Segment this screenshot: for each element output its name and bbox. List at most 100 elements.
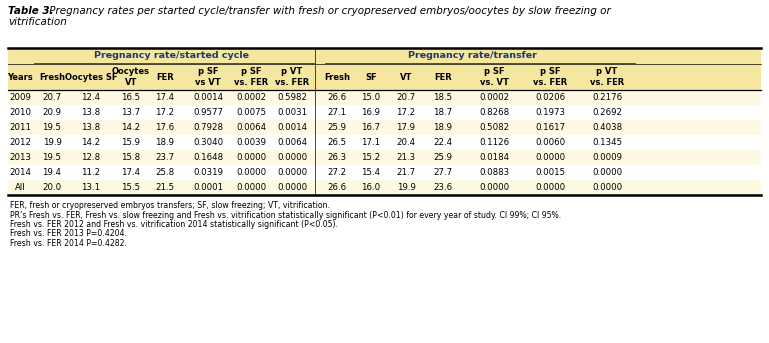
Bar xyxy=(8,135,761,150)
Text: 2012: 2012 xyxy=(9,138,31,147)
Text: 0.0319: 0.0319 xyxy=(193,168,223,177)
Text: Table 3.: Table 3. xyxy=(8,6,54,16)
Text: 17.4: 17.4 xyxy=(122,168,141,177)
Bar xyxy=(8,180,761,195)
Text: 23.6: 23.6 xyxy=(434,183,453,192)
Text: 0.0014: 0.0014 xyxy=(193,93,223,102)
Text: 19.5: 19.5 xyxy=(42,123,62,132)
Text: 0.0000: 0.0000 xyxy=(277,153,307,162)
Text: vs. VT: vs. VT xyxy=(480,78,508,87)
Text: 16.7: 16.7 xyxy=(361,123,381,132)
Text: 13.8: 13.8 xyxy=(82,108,101,117)
Text: 19.5: 19.5 xyxy=(42,153,62,162)
Text: Oocytes: Oocytes xyxy=(112,67,150,76)
Text: 2014: 2014 xyxy=(9,168,31,177)
Text: p VT: p VT xyxy=(281,67,303,76)
Text: 0.0000: 0.0000 xyxy=(277,183,307,192)
Text: 0.2176: 0.2176 xyxy=(592,93,622,102)
Text: 0.0000: 0.0000 xyxy=(535,153,565,162)
Text: 2011: 2011 xyxy=(9,123,31,132)
Text: 0.0883: 0.0883 xyxy=(479,168,509,177)
Text: vitrification: vitrification xyxy=(8,17,67,27)
Text: VT: VT xyxy=(400,72,412,82)
Text: 0.0031: 0.0031 xyxy=(277,108,307,117)
Text: p SF: p SF xyxy=(198,67,218,76)
Text: 21.5: 21.5 xyxy=(155,183,175,192)
Text: 2013: 2013 xyxy=(9,153,31,162)
Text: 0.0000: 0.0000 xyxy=(592,183,622,192)
Text: Fresh: Fresh xyxy=(324,72,350,82)
Text: 0.0000: 0.0000 xyxy=(236,183,266,192)
Text: 0.0009: 0.0009 xyxy=(592,153,622,162)
Text: Fresh vs. FER 2013 P=0.4204.: Fresh vs. FER 2013 P=0.4204. xyxy=(10,229,127,238)
Text: 0.0002: 0.0002 xyxy=(479,93,509,102)
Text: 17.6: 17.6 xyxy=(155,123,175,132)
Text: p SF: p SF xyxy=(484,67,504,76)
Text: 16.0: 16.0 xyxy=(361,183,381,192)
Text: Oocytes SF: Oocytes SF xyxy=(65,72,117,82)
Text: 0.2692: 0.2692 xyxy=(592,108,622,117)
Text: 0.0000: 0.0000 xyxy=(535,183,565,192)
Text: Pregnancy rate/started cycle: Pregnancy rate/started cycle xyxy=(95,51,249,60)
Text: 20.9: 20.9 xyxy=(42,108,62,117)
Text: vs. FER: vs. FER xyxy=(590,78,624,87)
Text: 20.4: 20.4 xyxy=(397,138,415,147)
Text: All: All xyxy=(15,183,25,192)
Text: 0.8268: 0.8268 xyxy=(479,108,509,117)
Text: SF: SF xyxy=(365,72,377,82)
Text: 15.4: 15.4 xyxy=(361,168,381,177)
Text: 18.9: 18.9 xyxy=(434,123,452,132)
Text: 17.9: 17.9 xyxy=(397,123,415,132)
Text: 17.2: 17.2 xyxy=(397,108,415,117)
Text: 16.5: 16.5 xyxy=(122,93,141,102)
Text: 26.6: 26.6 xyxy=(328,183,347,192)
Text: 0.0060: 0.0060 xyxy=(535,138,565,147)
Text: 2009: 2009 xyxy=(9,93,31,102)
Text: 22.4: 22.4 xyxy=(434,138,453,147)
Text: 27.1: 27.1 xyxy=(328,108,347,117)
Text: 15.0: 15.0 xyxy=(361,93,381,102)
Text: 14.2: 14.2 xyxy=(82,138,101,147)
Text: 25.9: 25.9 xyxy=(328,123,347,132)
Text: 0.0015: 0.0015 xyxy=(535,168,565,177)
Text: 0.5982: 0.5982 xyxy=(277,93,307,102)
Text: 13.8: 13.8 xyxy=(82,123,101,132)
Text: PR’s Fresh vs. FER, Fresh vs. slow freezing and Fresh vs. vitrification statisti: PR’s Fresh vs. FER, Fresh vs. slow freez… xyxy=(10,211,561,220)
Text: p VT: p VT xyxy=(597,67,618,76)
Text: 26.5: 26.5 xyxy=(328,138,347,147)
Text: vs. FER: vs. FER xyxy=(533,78,567,87)
Text: 0.0014: 0.0014 xyxy=(277,123,307,132)
Text: 19.9: 19.9 xyxy=(397,183,415,192)
Text: 0.4038: 0.4038 xyxy=(592,123,622,132)
Text: 21.3: 21.3 xyxy=(397,153,415,162)
Text: 25.8: 25.8 xyxy=(155,168,175,177)
Text: p SF: p SF xyxy=(540,67,561,76)
Text: 23.7: 23.7 xyxy=(155,153,175,162)
Text: 27.7: 27.7 xyxy=(434,168,453,177)
Text: Fresh: Fresh xyxy=(39,72,65,82)
Text: p SF: p SF xyxy=(241,67,261,76)
Bar xyxy=(8,165,761,180)
Text: 15.9: 15.9 xyxy=(122,138,141,147)
Text: 0.1617: 0.1617 xyxy=(535,123,565,132)
Text: 0.7928: 0.7928 xyxy=(193,123,223,132)
Text: 17.2: 17.2 xyxy=(155,108,175,117)
Text: 20.0: 20.0 xyxy=(42,183,62,192)
Text: FER: FER xyxy=(434,72,452,82)
Text: Pregnancy rate/transfer: Pregnancy rate/transfer xyxy=(408,51,537,60)
Text: 18.5: 18.5 xyxy=(434,93,453,102)
Bar xyxy=(8,150,761,165)
Text: 0.0001: 0.0001 xyxy=(193,183,223,192)
Text: 2010: 2010 xyxy=(9,108,31,117)
Text: 13.1: 13.1 xyxy=(82,183,101,192)
Text: FER: FER xyxy=(156,72,174,82)
Text: 0.5082: 0.5082 xyxy=(479,123,509,132)
Text: 0.1973: 0.1973 xyxy=(535,108,565,117)
Text: 20.7: 20.7 xyxy=(42,93,62,102)
Text: 17.1: 17.1 xyxy=(361,138,381,147)
Text: 11.2: 11.2 xyxy=(82,168,101,177)
Text: 0.0000: 0.0000 xyxy=(479,183,509,192)
Text: 0.0000: 0.0000 xyxy=(277,168,307,177)
Text: 13.7: 13.7 xyxy=(122,108,141,117)
Text: 0.0064: 0.0064 xyxy=(277,138,307,147)
